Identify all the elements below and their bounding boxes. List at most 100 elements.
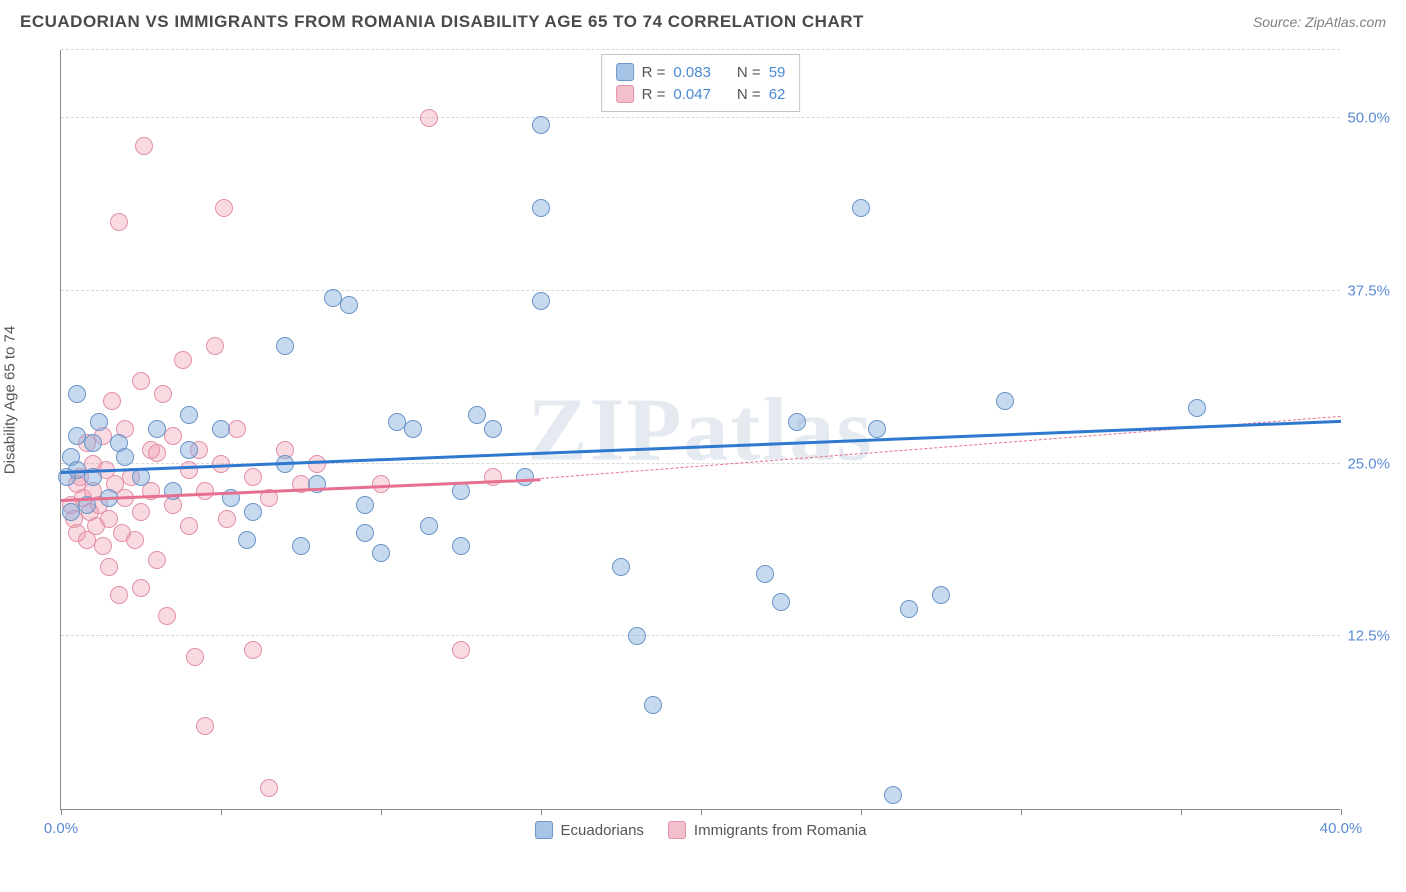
data-point-ecuadorian: [132, 468, 150, 486]
legend-label: Immigrants from Romania: [694, 822, 867, 839]
x-tick: [381, 809, 382, 815]
data-point-romania: [110, 213, 128, 231]
y-axis-label: Disability Age 65 to 74: [2, 326, 19, 474]
data-point-romania: [132, 372, 150, 390]
correlation-legend: R = 0.083 N = 59 R = 0.047 N = 62: [601, 54, 801, 112]
data-point-ecuadorian: [372, 544, 390, 562]
x-tick: [861, 809, 862, 815]
data-point-romania: [186, 648, 204, 666]
data-point-romania: [420, 109, 438, 127]
data-point-ecuadorian: [532, 116, 550, 134]
legend-item-romania: Immigrants from Romania: [668, 821, 867, 839]
x-tick: [61, 809, 62, 815]
data-point-romania: [110, 586, 128, 604]
data-point-ecuadorian: [532, 292, 550, 310]
data-point-ecuadorian: [900, 600, 918, 618]
y-tick-label: 25.0%: [1347, 455, 1390, 472]
data-point-romania: [196, 482, 214, 500]
r-value-pink: 0.047: [673, 86, 711, 103]
y-tick-label: 50.0%: [1347, 110, 1390, 127]
x-tick-label: 40.0%: [1320, 820, 1363, 837]
data-point-romania: [244, 641, 262, 659]
x-tick: [701, 809, 702, 815]
r-value-blue: 0.083: [673, 64, 711, 81]
data-point-ecuadorian: [404, 420, 422, 438]
legend-row-romania: R = 0.047 N = 62: [616, 83, 786, 105]
data-point-ecuadorian: [238, 531, 256, 549]
data-point-ecuadorian: [180, 406, 198, 424]
scatter-plot: ZIPatlas R = 0.083 N = 59 R = 0.047 N = …: [60, 50, 1340, 810]
n-value-blue: 59: [769, 64, 786, 81]
chart-title: ECUADORIAN VS IMMIGRANTS FROM ROMANIA DI…: [20, 12, 864, 32]
data-point-romania: [196, 717, 214, 735]
x-tick-label: 0.0%: [44, 820, 78, 837]
data-point-romania: [308, 455, 326, 473]
x-tick: [541, 809, 542, 815]
data-point-ecuadorian: [772, 593, 790, 611]
data-point-ecuadorian: [1188, 399, 1206, 417]
data-point-ecuadorian: [852, 199, 870, 217]
legend-item-ecuadorians: Ecuadorians: [535, 821, 644, 839]
data-point-romania: [126, 531, 144, 549]
data-point-ecuadorian: [452, 482, 470, 500]
n-label: N =: [737, 86, 761, 103]
data-point-romania: [132, 503, 150, 521]
data-point-romania: [215, 199, 233, 217]
swatch-pink-icon: [668, 821, 686, 839]
source-label: Source:: [1253, 14, 1305, 30]
gridline: [61, 117, 1340, 118]
source-credit: Source: ZipAtlas.com: [1253, 14, 1386, 30]
data-point-ecuadorian: [788, 413, 806, 431]
data-point-ecuadorian: [628, 627, 646, 645]
data-point-ecuadorian: [452, 537, 470, 555]
data-point-ecuadorian: [996, 392, 1014, 410]
n-label: N =: [737, 64, 761, 81]
data-point-ecuadorian: [356, 524, 374, 542]
title-bar: ECUADORIAN VS IMMIGRANTS FROM ROMANIA DI…: [0, 0, 1406, 40]
x-tick: [1181, 809, 1182, 815]
data-point-ecuadorian: [532, 199, 550, 217]
data-point-romania: [103, 392, 121, 410]
chart-area: ZIPatlas R = 0.083 N = 59 R = 0.047 N = …: [50, 50, 1380, 830]
gridline: [61, 290, 1340, 291]
data-point-romania: [132, 579, 150, 597]
data-point-ecuadorian: [244, 503, 262, 521]
data-point-ecuadorian: [164, 482, 182, 500]
source-name: ZipAtlas.com: [1305, 14, 1386, 30]
data-point-romania: [148, 551, 166, 569]
data-point-ecuadorian: [90, 413, 108, 431]
data-point-ecuadorian: [516, 468, 534, 486]
data-point-romania: [244, 468, 262, 486]
legend-label: Ecuadorians: [561, 822, 644, 839]
gridline: [61, 49, 1340, 50]
r-label: R =: [642, 86, 666, 103]
swatch-pink-icon: [616, 85, 634, 103]
data-point-romania: [180, 461, 198, 479]
data-point-ecuadorian: [116, 448, 134, 466]
data-point-romania: [100, 558, 118, 576]
data-point-ecuadorian: [276, 337, 294, 355]
swatch-blue-icon: [616, 63, 634, 81]
data-point-romania: [206, 337, 224, 355]
data-point-ecuadorian: [180, 441, 198, 459]
data-point-ecuadorian: [644, 696, 662, 714]
gridline: [61, 635, 1340, 636]
series-legend: Ecuadorians Immigrants from Romania: [535, 821, 867, 839]
data-point-ecuadorian: [868, 420, 886, 438]
x-tick: [1021, 809, 1022, 815]
n-value-pink: 62: [769, 86, 786, 103]
data-point-romania: [94, 537, 112, 555]
data-point-ecuadorian: [612, 558, 630, 576]
data-point-ecuadorian: [68, 385, 86, 403]
data-point-ecuadorian: [884, 786, 902, 804]
data-point-romania: [180, 517, 198, 535]
data-point-romania: [218, 510, 236, 528]
y-tick-label: 37.5%: [1347, 282, 1390, 299]
x-tick: [221, 809, 222, 815]
data-point-romania: [228, 420, 246, 438]
swatch-blue-icon: [535, 821, 553, 839]
data-point-ecuadorian: [468, 406, 486, 424]
data-point-romania: [148, 444, 166, 462]
data-point-ecuadorian: [756, 565, 774, 583]
y-tick-label: 12.5%: [1347, 628, 1390, 645]
